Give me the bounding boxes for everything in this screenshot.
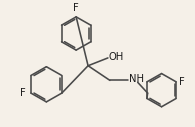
Text: F: F <box>73 3 79 13</box>
Text: F: F <box>179 77 185 87</box>
Text: OH: OH <box>109 52 124 62</box>
Text: F: F <box>20 88 26 98</box>
Text: NH: NH <box>129 74 144 84</box>
